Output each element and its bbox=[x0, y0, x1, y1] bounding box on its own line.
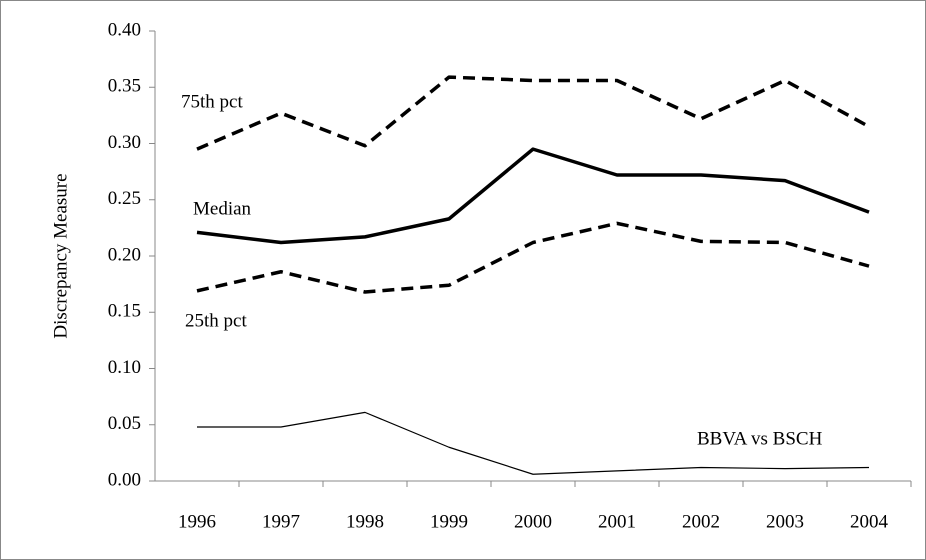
y-tick-label: 0.20 bbox=[108, 244, 141, 265]
x-tick-label: 1999 bbox=[430, 511, 468, 532]
y-tick-label: 0.35 bbox=[108, 76, 141, 97]
series-line bbox=[196, 147, 870, 245]
y-tick-label: 0.30 bbox=[108, 132, 141, 153]
series-label: 75th pct bbox=[181, 91, 243, 112]
x-tick-label: 2003 bbox=[766, 511, 804, 532]
y-tick-label: 0.00 bbox=[108, 469, 141, 490]
series-line bbox=[197, 411, 870, 475]
series-line bbox=[196, 75, 870, 151]
x-tick-label: 1997 bbox=[262, 511, 300, 532]
x-tick-label: 2002 bbox=[682, 511, 720, 532]
x-tick-label: 2001 bbox=[598, 511, 636, 532]
y-tick-label: 0.25 bbox=[108, 188, 141, 209]
x-tick-label: 1998 bbox=[346, 511, 384, 532]
series-label: BBVA vs BSCH bbox=[697, 428, 823, 449]
y-tick-label: 0.15 bbox=[108, 301, 141, 322]
series-label: Median bbox=[193, 198, 252, 219]
series-line bbox=[196, 221, 870, 294]
y-tick-label: 0.10 bbox=[108, 357, 141, 378]
y-axis-label: Discrepancy Measure bbox=[50, 173, 71, 338]
x-tick-label: 2004 bbox=[850, 511, 889, 532]
y-tick-label: 0.40 bbox=[108, 19, 141, 40]
y-tick-label: 0.05 bbox=[108, 413, 141, 434]
x-tick-label: 2000 bbox=[514, 511, 552, 532]
series-label: 25th pct bbox=[185, 310, 247, 331]
x-tick-label: 1996 bbox=[178, 511, 216, 532]
